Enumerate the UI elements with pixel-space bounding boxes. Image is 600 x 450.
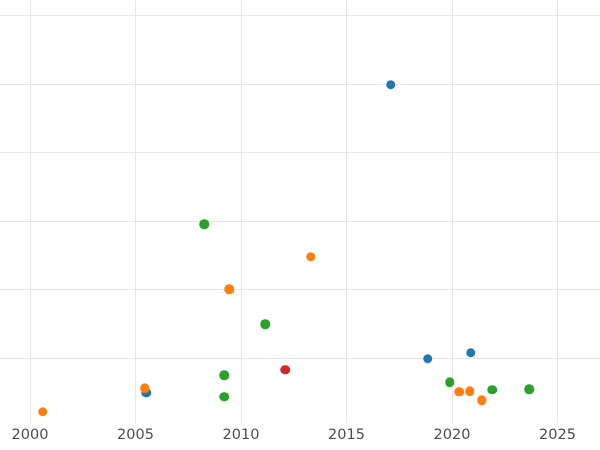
series-green-point — [487, 385, 497, 395]
horizontal-gridline — [0, 357, 600, 359]
series-orange-point — [465, 386, 475, 396]
series-orange-point — [37, 406, 48, 417]
series-red-point — [280, 365, 291, 375]
series-blue-point — [386, 80, 396, 90]
series-orange-point — [476, 395, 487, 405]
series-green-point — [199, 219, 209, 229]
x-tick-label: 2010 — [222, 427, 260, 443]
series-green-point — [445, 377, 455, 388]
horizontal-gridline — [0, 152, 600, 154]
vertical-gridline — [135, 0, 136, 423]
series-blue-point — [422, 354, 433, 364]
series-orange-point — [140, 383, 150, 394]
horizontal-gridline — [0, 15, 600, 17]
x-tick-label: 2000 — [11, 427, 49, 443]
series-green-point — [524, 384, 534, 394]
series-orange-point — [224, 284, 235, 294]
vertical-gridline — [29, 0, 31, 423]
vertical-gridline — [451, 0, 453, 423]
horizontal-gridline — [0, 289, 600, 291]
x-tick-label: 2020 — [433, 427, 471, 443]
x-tick-label: 2025 — [539, 427, 576, 443]
series-green-point — [219, 391, 229, 402]
series-blue-point — [466, 348, 476, 358]
horizontal-gridline — [0, 220, 600, 222]
vertical-gridline — [240, 0, 242, 423]
series-orange-point — [305, 252, 316, 262]
vertical-gridline — [346, 0, 347, 423]
series-orange-point — [454, 387, 465, 397]
series-green-point — [219, 370, 229, 381]
series-green-point — [260, 319, 270, 329]
x-tick-label: 2005 — [117, 427, 154, 443]
horizontal-gridline — [0, 83, 600, 85]
x-tick-label: 2015 — [328, 427, 365, 443]
vertical-gridline — [557, 0, 558, 423]
